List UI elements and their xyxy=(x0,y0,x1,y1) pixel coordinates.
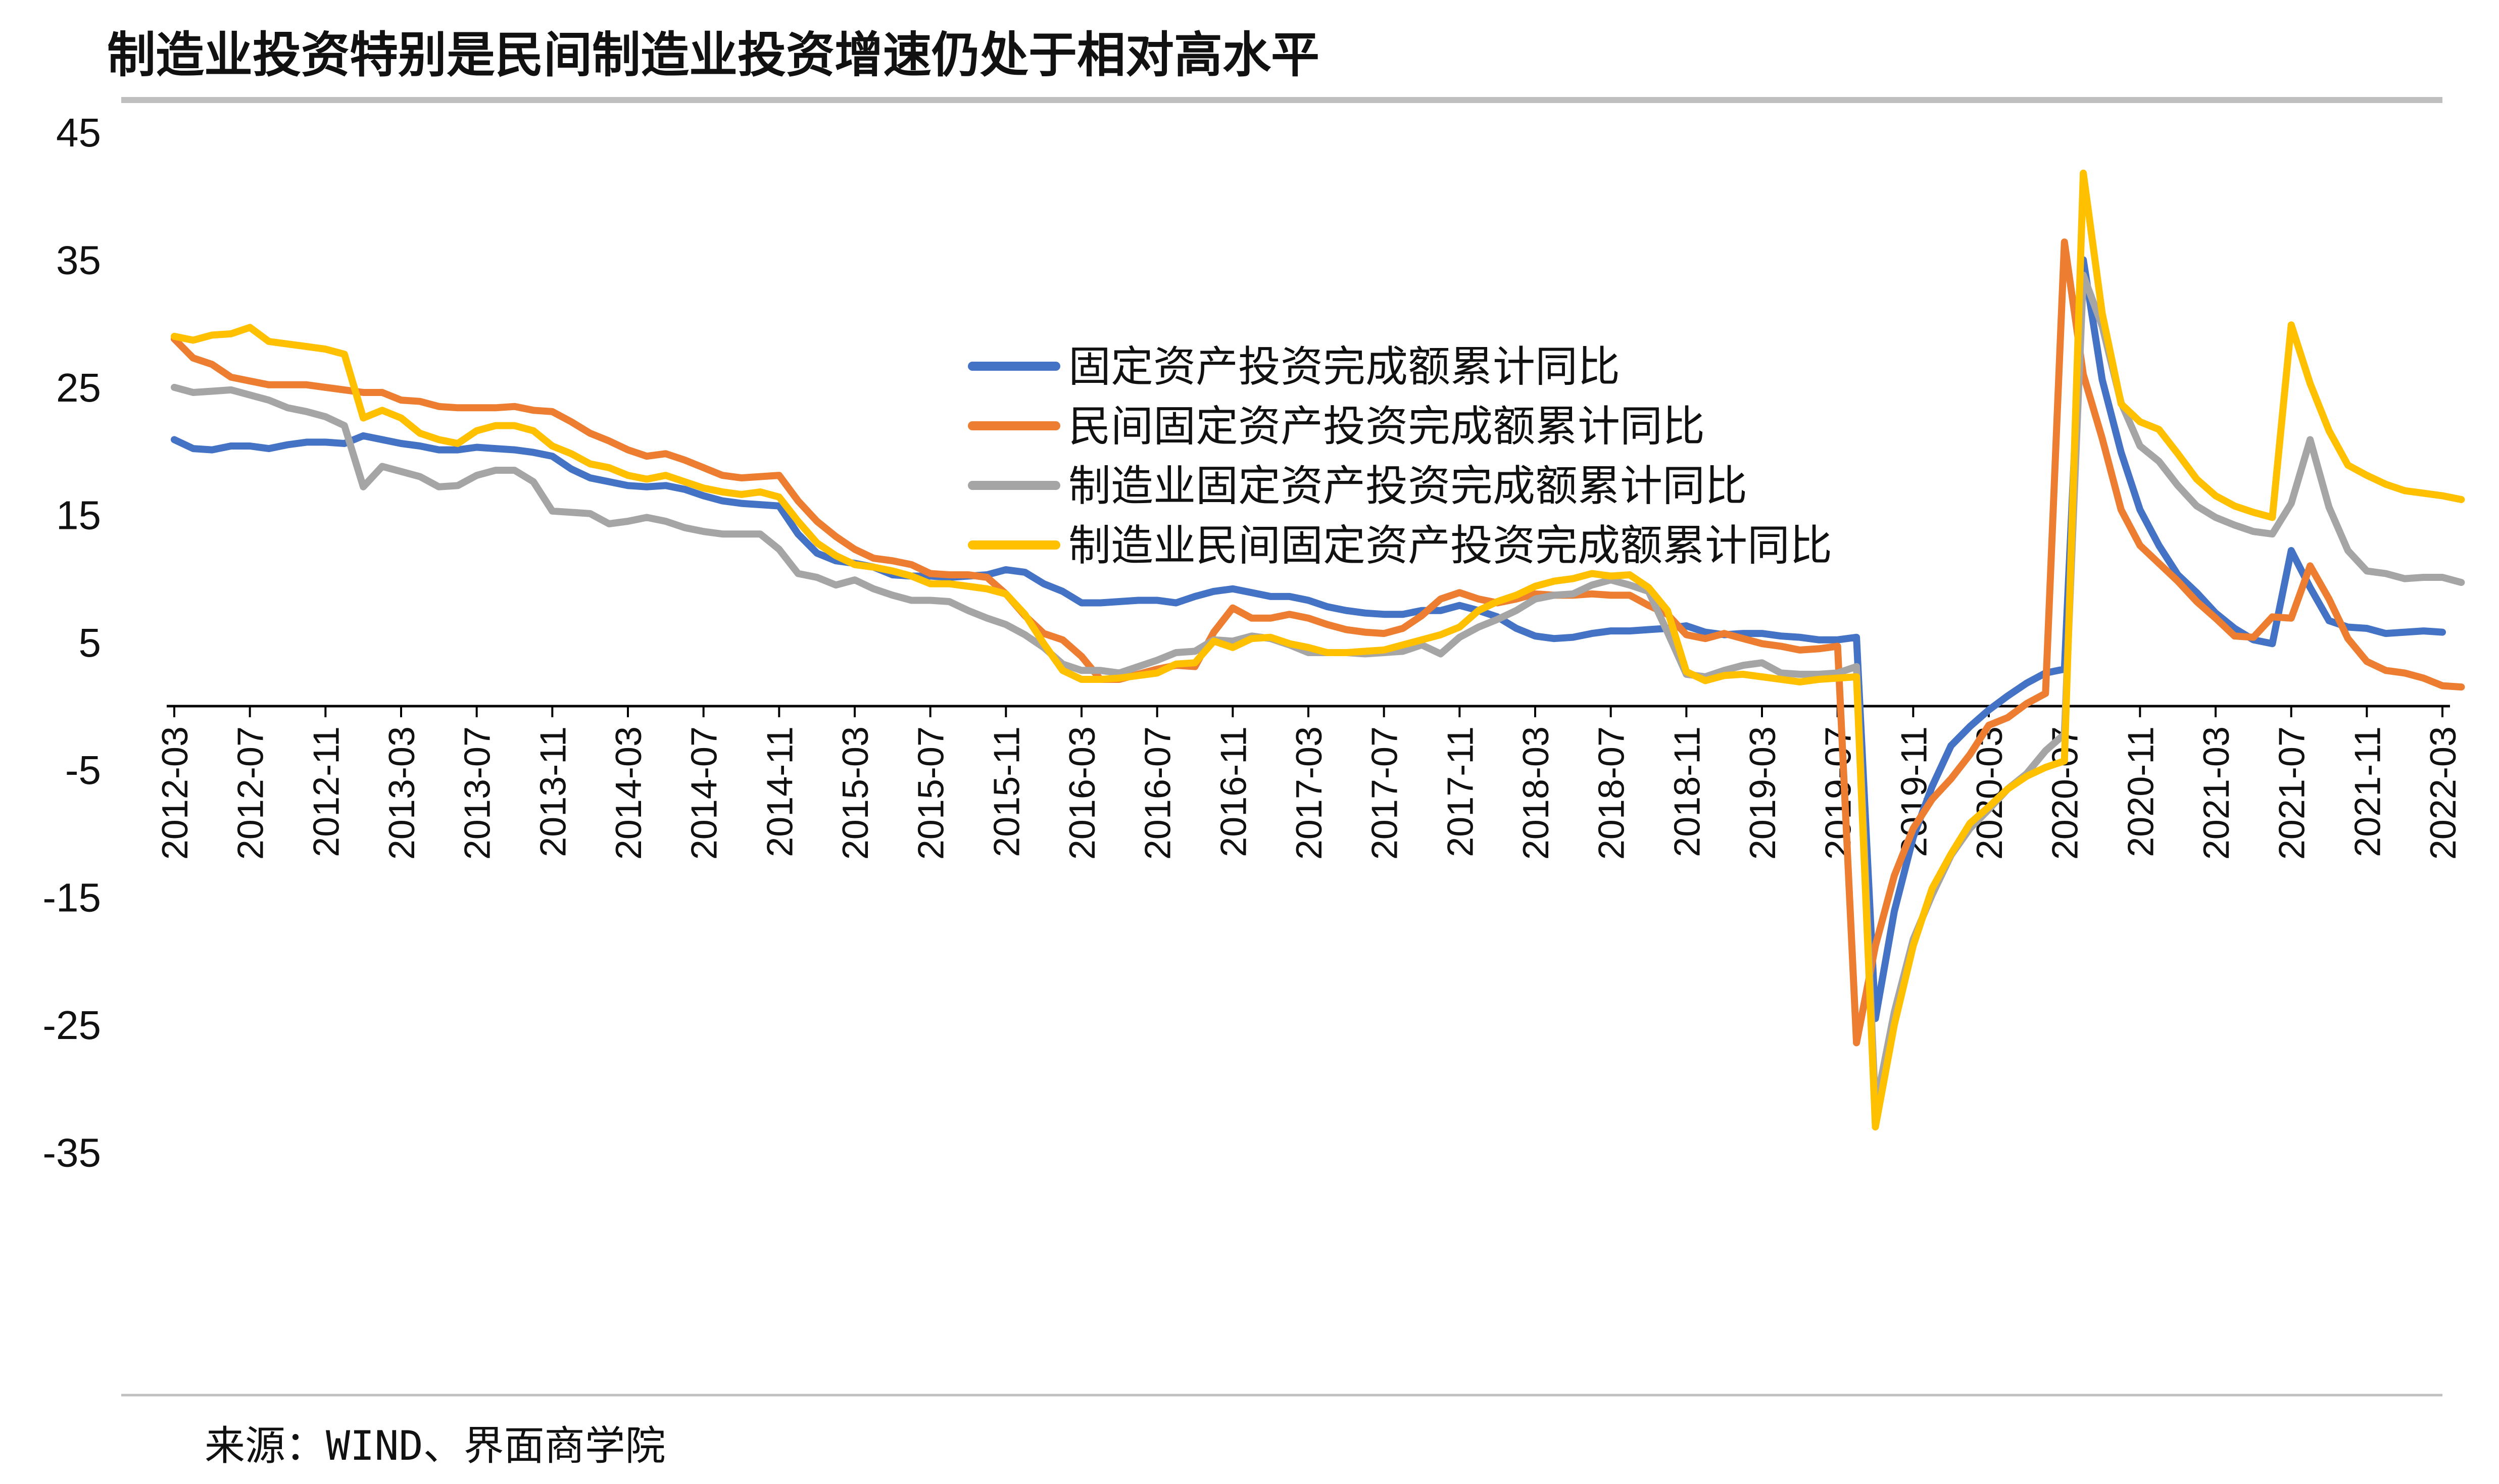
y-tick-label: 35 xyxy=(56,237,101,282)
x-tick-label: 2013-03 xyxy=(382,726,422,860)
x-tick-label: 2020-11 xyxy=(2121,726,2161,857)
legend-label-3: 制造业固定资产投资完成额累计同比 xyxy=(1068,461,1747,511)
legend: 固定资产投资完成额累计同比民间固定资产投资完成额累计同比制造业固定资产投资完成额… xyxy=(968,342,1832,570)
x-axis-tick-labels: 2012-03 2012-07 2012-11 2013-03 2013-07 2013-… xyxy=(155,726,2499,860)
x-tick-label: 2013-07 xyxy=(458,726,498,860)
x-tick-label: 2015-03 xyxy=(836,726,876,860)
x-tick-label: 2019-03 xyxy=(1743,726,1783,860)
x-tick-label: 2021-03 xyxy=(2196,726,2237,860)
x-tick-label: 2012-07 xyxy=(231,726,271,860)
x-tick-label: 2013-11 xyxy=(533,726,573,857)
x-tick-label: 2018-03 xyxy=(1516,726,1556,860)
y-tick-label: 25 xyxy=(56,365,101,410)
y-tick-label: 15 xyxy=(56,492,101,537)
x-tick-label: 2014-07 xyxy=(684,726,725,860)
legend-label-2: 民间固定资产投资完成额累计同比 xyxy=(1068,402,1705,451)
y-tick-label: 45 xyxy=(56,110,101,155)
x-tick-label: 2015-11 xyxy=(987,726,1027,857)
legend-label-4: 制造业民间固定资产投资完成额累计同比 xyxy=(1068,521,1832,570)
chart-title: 制造业投资特别是民间制造业投资增速仍处于相对高水平 xyxy=(107,27,1319,83)
x-tick-label: 2012-03 xyxy=(155,726,195,860)
series-line-4 xyxy=(171,169,2465,1131)
x-tick-label: 2016-03 xyxy=(1062,726,1103,860)
series-lines xyxy=(171,169,2465,1131)
x-tick-label: 2017-11 xyxy=(1440,726,1481,857)
x-tick-label: 2018-11 xyxy=(1667,726,1707,857)
x-tick-label: 2016-07 xyxy=(1138,726,1179,860)
x-tick-label: 2014-11 xyxy=(760,726,800,857)
x-tick-label: 2016-11 xyxy=(1213,726,1254,857)
x-tick-label: 2014-03 xyxy=(609,726,649,860)
y-tick-label: -15 xyxy=(42,875,101,920)
x-tick-label: 2021-07 xyxy=(2272,726,2313,860)
y-tick-label: -25 xyxy=(42,1003,101,1048)
x-tick-label: 2021-11 xyxy=(2347,726,2388,857)
x-axis-tick-marks xyxy=(173,706,2443,717)
x-tick-label: 2018-07 xyxy=(1592,726,1632,860)
x-tick-label: 2012-11 xyxy=(306,726,347,857)
x-tick-label: 2019-07 xyxy=(1819,726,1859,860)
x-tick-label: 2017-07 xyxy=(1365,726,1405,860)
source-note: 来源：WIND、界面商学院 xyxy=(205,1422,666,1469)
y-axis-ticks: 45 35 25 15 5 -5 -15 -25 -35 xyxy=(42,110,101,1175)
legend-label-1: 固定资产投资完成额累计同比 xyxy=(1068,342,1620,391)
x-tick-label: 2015-07 xyxy=(911,726,952,860)
x-tick-label: 2017-03 xyxy=(1289,726,1330,860)
y-tick-label: 5 xyxy=(79,620,102,665)
x-tick-label: 2022-03 xyxy=(2423,726,2464,860)
y-tick-label: -35 xyxy=(42,1130,101,1175)
y-tick-label: -5 xyxy=(65,748,101,793)
